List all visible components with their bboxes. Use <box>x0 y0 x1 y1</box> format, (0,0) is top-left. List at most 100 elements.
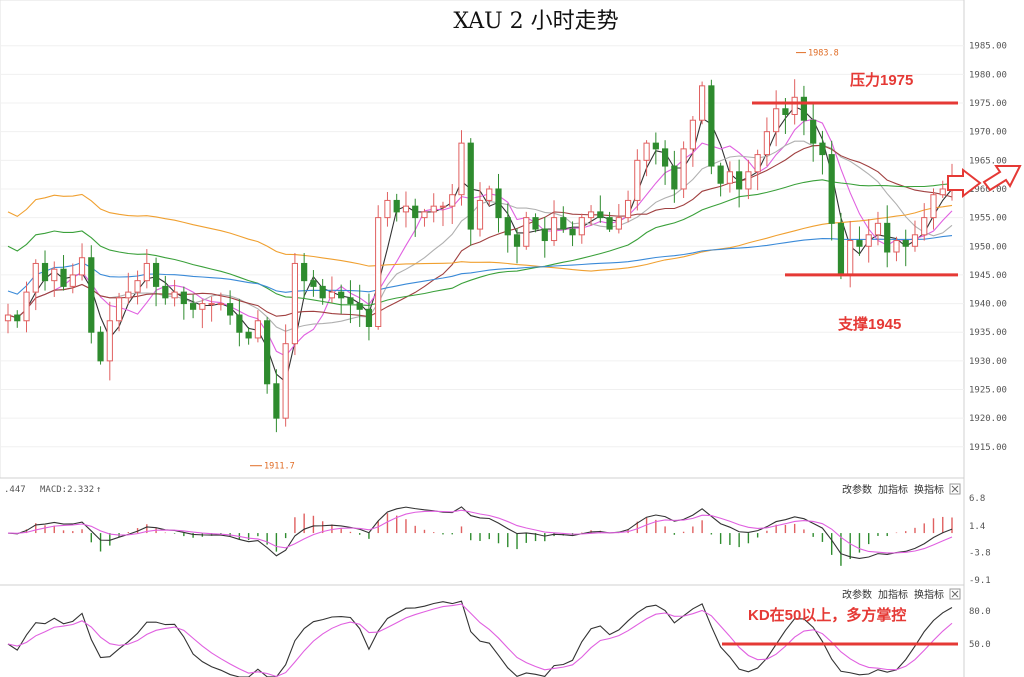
candle <box>347 280 354 324</box>
macd-label-prefix: .447 <box>4 485 26 495</box>
candle <box>412 198 419 237</box>
candle <box>88 245 95 344</box>
candle <box>745 159 752 200</box>
candle <box>634 149 641 211</box>
candle <box>310 270 317 297</box>
candle <box>32 259 39 311</box>
macd-tick-label: -3.8 <box>969 549 991 559</box>
candle <box>523 211 530 250</box>
candle <box>819 130 826 175</box>
candle <box>828 140 835 241</box>
high-marker: 1983.8 <box>796 49 839 59</box>
candle <box>902 229 909 267</box>
macd-up-arrow-icon: ↑ <box>96 485 101 495</box>
candle <box>921 203 928 241</box>
candle <box>236 299 243 347</box>
candle <box>495 173 502 233</box>
ma-blue-line <box>7 235 953 295</box>
candle <box>254 310 261 343</box>
price-tick-label: 1950.00 <box>969 242 1007 252</box>
price-tick-label: 1940.00 <box>969 300 1007 310</box>
candle <box>504 203 511 253</box>
gridlines <box>0 45 964 448</box>
macd-change-indicator-button[interactable]: 换指标 <box>914 483 944 496</box>
candle <box>78 243 86 281</box>
candle <box>217 292 224 311</box>
candle <box>569 221 576 247</box>
macd-label: MACD:2.332 <box>40 485 94 495</box>
candle <box>717 162 724 197</box>
kd-change-indicator-button[interactable]: 换指标 <box>914 588 944 601</box>
candle <box>754 149 761 191</box>
candle <box>69 263 76 294</box>
ma-black-line <box>7 106 953 383</box>
kd-tick-label: 80.0 <box>969 607 991 617</box>
kd-tick-label: 50.0 <box>969 640 991 650</box>
candle <box>884 205 891 268</box>
candle <box>23 281 30 333</box>
candle <box>800 85 808 136</box>
macd-add-indicator-button[interactable]: 加指标 <box>878 483 908 496</box>
moving-averages <box>7 106 953 383</box>
candle <box>4 303 12 334</box>
price-tick-label: 1965.00 <box>969 156 1007 166</box>
kd-close-icon[interactable] <box>949 588 961 600</box>
macd-dea-line <box>7 509 953 554</box>
candle <box>893 236 900 262</box>
candle <box>319 278 326 305</box>
support-label: 支撑1945 <box>837 315 901 333</box>
candle <box>689 116 696 167</box>
candle <box>106 301 113 381</box>
kd-axis-ticks: 80.0 50.0 <box>969 607 991 650</box>
candle <box>606 211 613 232</box>
candle <box>763 117 771 167</box>
price-tick-label: 1920.00 <box>969 414 1007 424</box>
kd-controls: 改参数 加指标 换指标 <box>842 588 961 601</box>
macd-tick-label: -9.1 <box>969 576 991 586</box>
candle <box>847 220 854 288</box>
price-tick-label: 1960.00 <box>969 185 1007 195</box>
macd-edit-params-button[interactable]: 改参数 <box>842 483 872 496</box>
candle <box>661 140 669 185</box>
candle <box>810 103 817 162</box>
kd-edit-params-button[interactable]: 改参数 <box>842 588 872 601</box>
candle <box>338 284 345 314</box>
price-tick-label: 1930.00 <box>969 357 1007 367</box>
candle <box>486 185 493 206</box>
chart-title: XAU 2 小时走势 <box>453 9 618 34</box>
right-arrow-icon <box>947 167 982 199</box>
ma-orange-line <box>7 193 953 272</box>
up-right-arrow-icon <box>982 165 1022 192</box>
price-tick-label: 1935.00 <box>969 328 1007 338</box>
candle <box>162 275 169 305</box>
candle <box>282 324 289 427</box>
macd-tick-label: 1.4 <box>969 522 985 532</box>
candle <box>430 193 437 223</box>
candle <box>587 205 595 226</box>
kd-note: KD在50以上，多方掌控 <box>748 606 906 624</box>
candle <box>439 201 447 227</box>
macd-close-icon[interactable] <box>949 483 961 495</box>
candle <box>208 296 215 322</box>
candle <box>41 250 49 291</box>
candle <box>365 293 373 341</box>
kd-add-indicator-button[interactable]: 加指标 <box>878 588 908 601</box>
candle <box>578 213 585 244</box>
candle <box>939 180 946 198</box>
macd-tick-label: 6.8 <box>969 494 985 504</box>
macd-axis-ticks: 6.8 1.4 -3.8 -9.1 <box>969 494 991 586</box>
candle <box>541 216 548 258</box>
candle <box>458 130 465 206</box>
candle <box>328 276 336 303</box>
candle <box>560 206 567 233</box>
macd-panel <box>7 506 953 566</box>
candle <box>14 310 21 328</box>
candle <box>699 81 706 125</box>
candle <box>615 204 622 234</box>
candle <box>597 195 604 223</box>
candle <box>227 290 234 325</box>
candle <box>726 161 733 193</box>
ma-magenta-line <box>7 118 953 357</box>
candle <box>199 299 206 329</box>
